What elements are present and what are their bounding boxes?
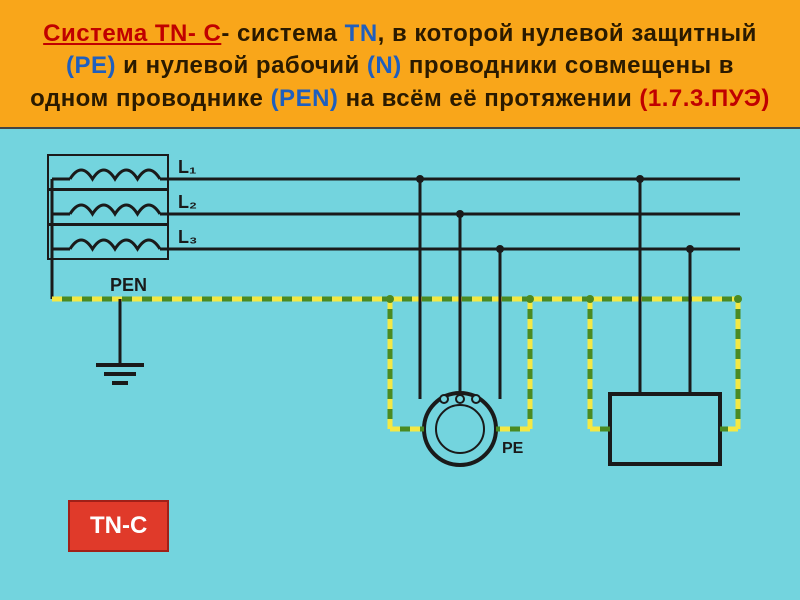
pen-abbr: (PEN) xyxy=(271,85,339,112)
line3: на всём её протяжении xyxy=(338,85,639,112)
dash: - система xyxy=(221,20,344,47)
reference: (1.7.3.ПУЭ) xyxy=(639,85,769,112)
svg-text:L₁: L₁ xyxy=(178,157,196,177)
svg-text:L₂: L₂ xyxy=(178,192,197,212)
system-title: Система TN- C xyxy=(43,20,221,47)
tn-c-badge: TN-C xyxy=(70,502,167,550)
svg-text:PE: PE xyxy=(502,440,524,457)
tn-abbr: TN xyxy=(345,20,378,47)
svg-text:L₃: L₃ xyxy=(178,227,197,247)
line2a: , в которой нулевой защитный xyxy=(378,20,757,47)
pe-abbr: (PE) xyxy=(66,52,116,79)
header-text: Система TN- C- система TN, в которой нул… xyxy=(0,0,800,127)
line2b: и нулевой рабочий xyxy=(116,52,367,79)
circuit-diagram: L₁L₂L₃PENPEPE xyxy=(40,149,760,469)
diagram-area: L₁L₂L₃PENPEPE TN-C xyxy=(0,127,800,600)
n-abbr: (N) xyxy=(367,52,402,79)
svg-text:PEN: PEN xyxy=(110,275,147,295)
